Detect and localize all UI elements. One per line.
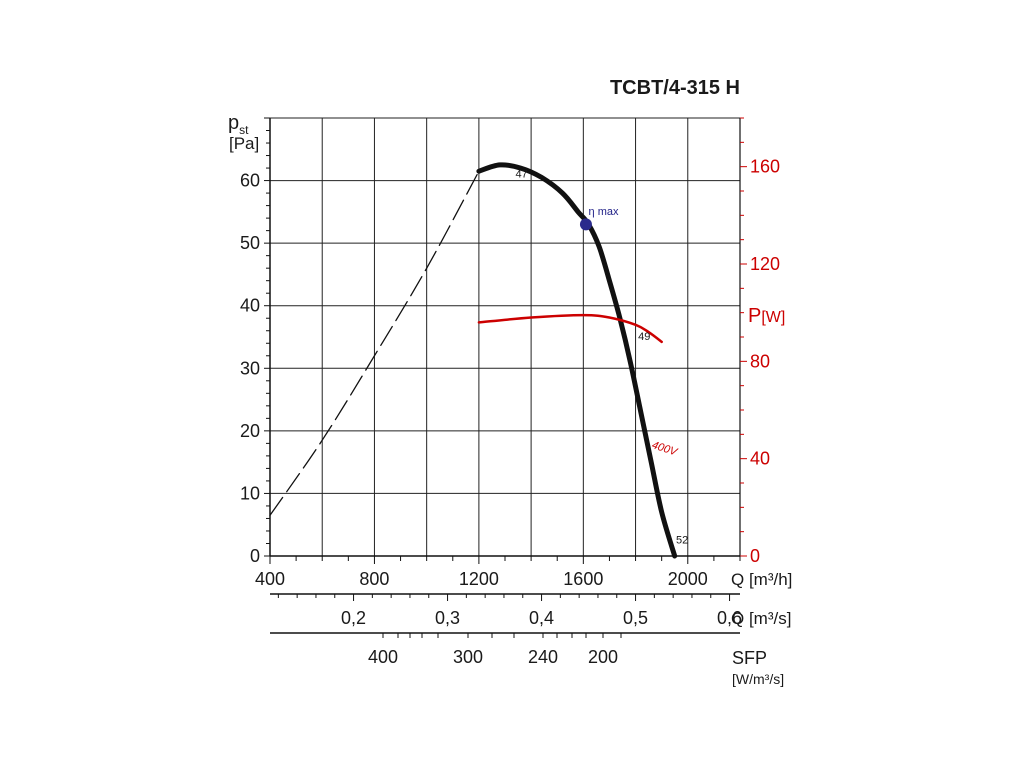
efficiency-value-label: 49 [638,331,650,343]
efficiency-value-label: 47 [515,168,527,180]
pressure-curve [476,162,678,559]
max-efficiency-marker [579,218,592,231]
grid [269,117,741,557]
sfp-tick-label: 400 [368,647,398,667]
y-tick-label: 20 [240,421,260,441]
sfp-tick-label: 240 [528,647,558,667]
sfp-axis-label: SFP [732,648,767,668]
right-axis-label-main: P [748,305,761,327]
chart-title: TCBT/4-315 H [610,77,740,99]
labels-layer: 0 10 20 30 40 50 60 0 40 80 120 160 400 800 1200 1600 20… [240,157,780,667]
secondary-x-tick-label: 0,6 [717,608,742,628]
secondary-x-tick-label: 0,2 [341,608,366,628]
max-efficiency-label: η max [589,206,619,218]
series-layer [269,162,678,559]
x-tick-label: 400 [255,569,285,589]
right-axis-label: P[W] [748,305,785,327]
y-tick-label: 50 [240,233,260,253]
sfp-tick-label: 300 [453,647,483,667]
secondary-x-tick-label: 0,5 [623,608,648,628]
right-tick-label: 160 [750,157,780,177]
x-tick-label: 1200 [459,569,499,589]
sfp-axis-unit: [W/m³/s] [732,671,784,687]
x-tick-label: 1600 [563,569,603,589]
y-tick-label: 30 [240,358,260,378]
y-tick-label: 60 [240,171,260,191]
right-axis-label-unit: [W] [761,309,785,326]
secondary-x-tick-label: 0,4 [529,608,554,628]
y-tick-label: 40 [240,296,260,316]
y-axis-label-sub: st [239,123,249,137]
y-tick-label: 0 [250,546,260,566]
y-axis-label: pst [228,112,249,137]
right-tick-label: 120 [750,254,780,274]
voltage-label: 400V [650,439,680,459]
power-curve [477,313,663,344]
right-tick-label: 80 [750,351,770,371]
axes [264,117,747,638]
right-tick-label: 0 [750,546,760,566]
y-tick-label: 10 [240,483,260,503]
efficiency-value-label: 52 [676,534,688,546]
x-tick-label: 2000 [668,569,708,589]
secondary-x-tick-label: 0,3 [435,608,460,628]
secondary-x-axis-label: Q [m³/s] [731,609,791,628]
x-axis-label: Q [m³/h] [731,570,792,589]
right-tick-label: 40 [750,449,770,469]
y-axis-unit: [Pa] [229,134,259,153]
y-axis-label-main: p [228,112,239,134]
sfp-tick-label: 200 [588,647,618,667]
unstable-region-curve [269,170,480,516]
x-tick-label: 800 [359,569,389,589]
